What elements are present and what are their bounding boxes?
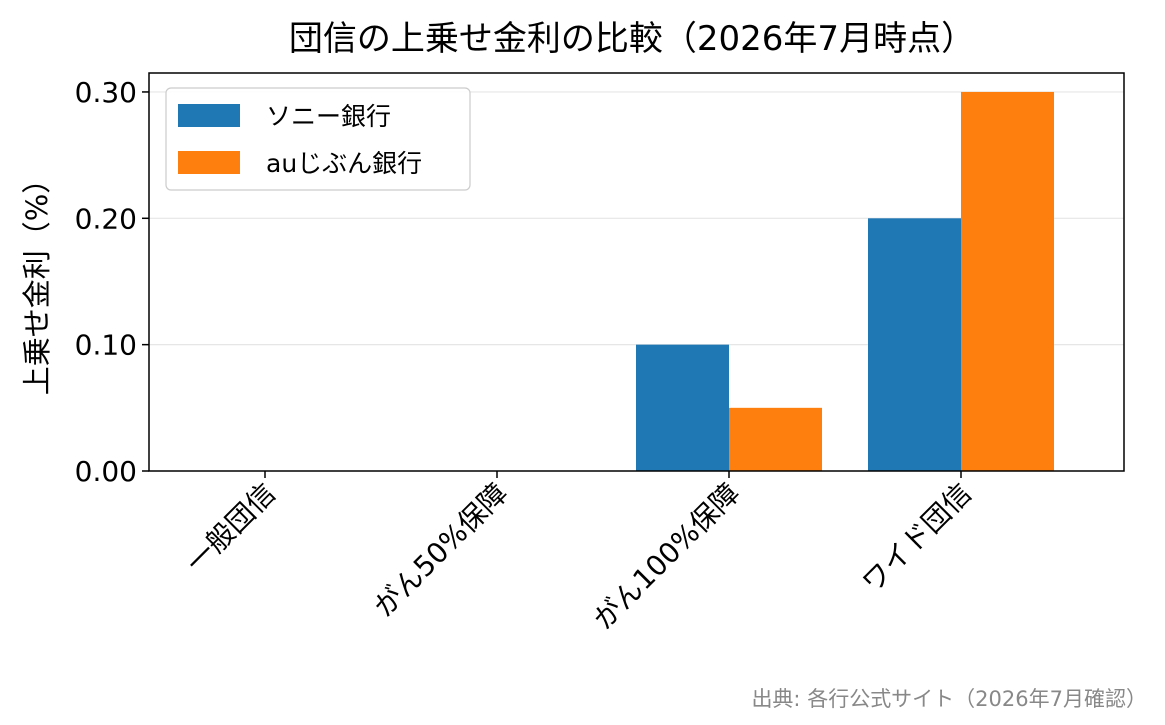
y-tick-label: 0.30 bbox=[75, 76, 137, 109]
plot-frame bbox=[148, 72, 1125, 472]
y-tick-label: 0.10 bbox=[75, 329, 137, 362]
x-tick-label: 一般団信 bbox=[179, 477, 282, 580]
x-tick-label: がん100%保障 bbox=[587, 477, 746, 636]
y-axis-ticks: 0.00 0.10 0.20 0.30 bbox=[75, 76, 149, 488]
bars bbox=[636, 91, 1054, 471]
x-tick-label: ワイド団信 bbox=[856, 477, 978, 599]
bar-sony-2 bbox=[636, 344, 729, 471]
legend-swatch-sony bbox=[178, 104, 240, 127]
legend: ソニー銀行 auじぶん銀行 bbox=[165, 87, 471, 191]
bar-sony-3 bbox=[868, 218, 961, 471]
y-axis-label: 上乗せ金利（%） bbox=[20, 165, 54, 396]
source-note: 出典: 各行公式サイト（2026年7月確認） bbox=[751, 687, 1147, 711]
bar-au-3 bbox=[961, 91, 1054, 471]
x-tick-label: がん50%保障 bbox=[367, 477, 514, 624]
legend-label-sony: ソニー銀行 bbox=[266, 102, 391, 131]
legend-label-au: auじぶん銀行 bbox=[266, 149, 422, 178]
y-tick-label: 0.20 bbox=[75, 202, 137, 235]
x-axis-ticks: 一般団信 がん50%保障 がん100%保障 ワイド団信 bbox=[179, 471, 978, 636]
chart-title: 団信の上乗せ金利の比較（2026年7月時点） bbox=[289, 19, 975, 59]
bar-au-2 bbox=[729, 407, 822, 471]
y-tick-label: 0.00 bbox=[75, 455, 137, 488]
legend-box bbox=[165, 87, 471, 191]
legend-swatch-au bbox=[178, 151, 240, 174]
